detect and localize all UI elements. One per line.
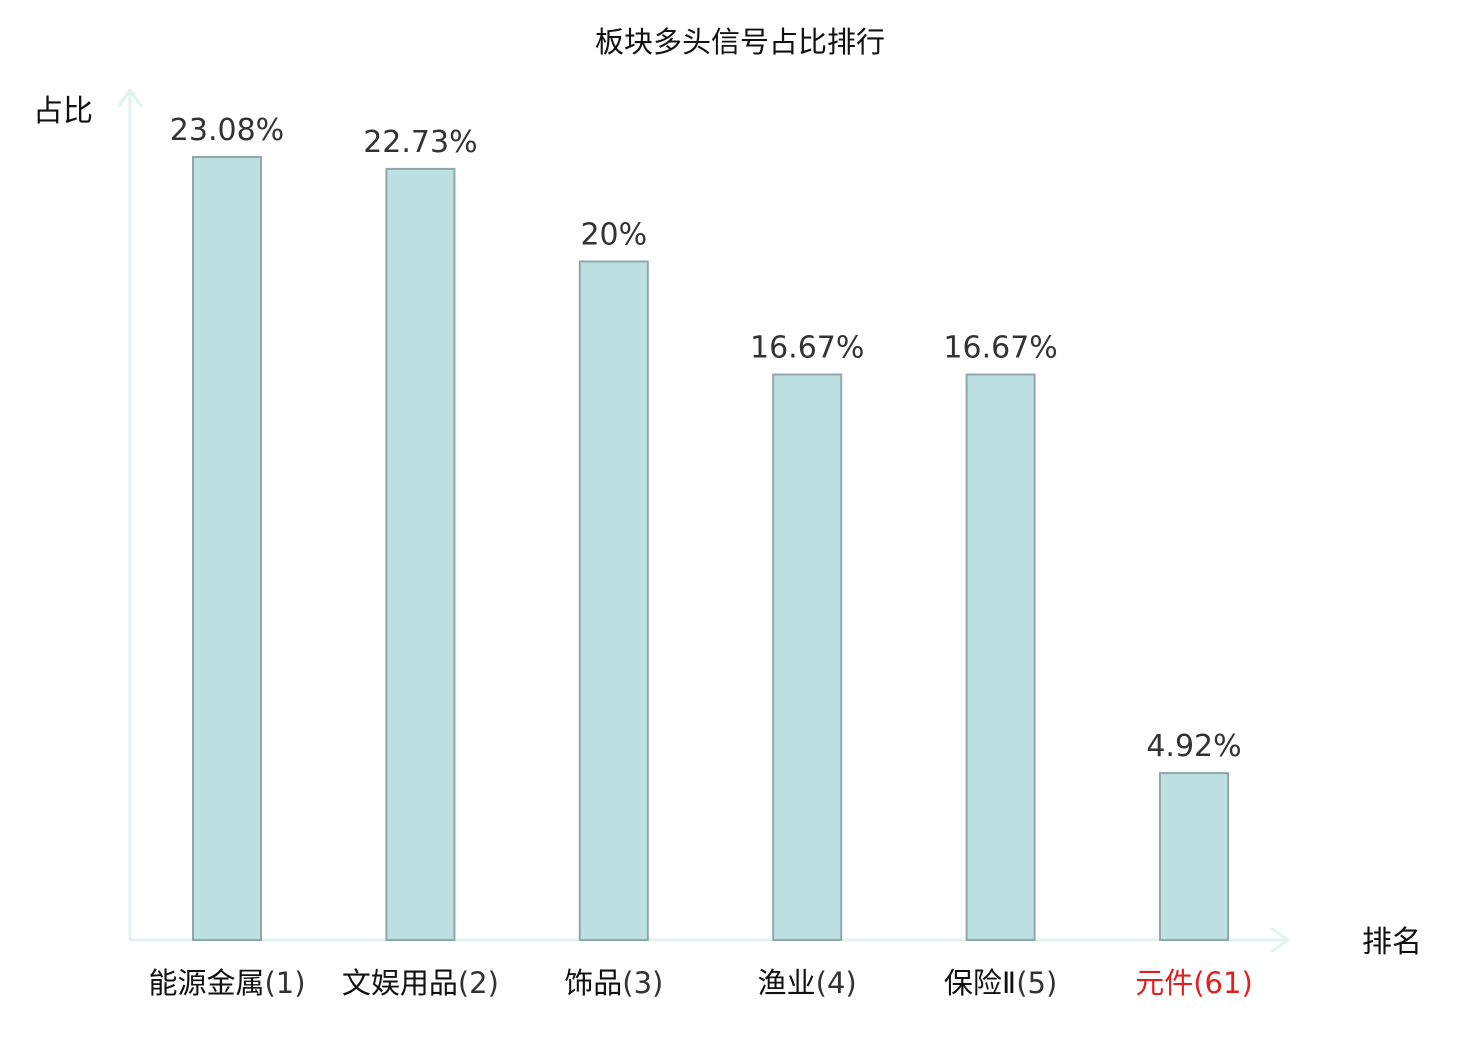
bar-value-label: 23.08% — [170, 113, 284, 148]
bar-value-label: 20% — [580, 218, 647, 253]
category-name: 能源金属 — [148, 966, 264, 1000]
category-rank: (3) — [622, 966, 663, 1000]
category-label: 文娱用品(2) — [342, 966, 499, 1000]
x-axis-arrow — [1270, 927, 1290, 953]
category-label: 元件(61) — [1135, 966, 1253, 1000]
category-rank: (5) — [1016, 966, 1057, 1000]
category-rank: (4) — [816, 966, 857, 1000]
value-labels-group: 23.08% 22.73% 20% 16.67% 16.67% 4.92% — [170, 113, 1242, 764]
bar-value-label: 16.67% — [750, 331, 864, 366]
bar — [965, 373, 1036, 941]
category-label: 渔业(4) — [758, 966, 857, 1000]
category-rank: (1) — [264, 966, 305, 1000]
x-axis: 排名 — [130, 925, 1422, 960]
category-name: 文娱用品 — [342, 966, 458, 1000]
bar — [578, 260, 649, 941]
category-rank: (61) — [1193, 966, 1253, 1000]
category-rank: (2) — [458, 966, 499, 1000]
y-axis-arrow — [117, 88, 143, 108]
bars-group — [192, 156, 1229, 941]
category-name: 保险Ⅱ — [944, 966, 1016, 1000]
category-label: 饰品(3) — [564, 966, 663, 1000]
bar — [772, 373, 843, 941]
category-name: 饰品 — [564, 966, 622, 1000]
chart-title: 板块多头信号占比排行 — [595, 25, 885, 59]
category-name: 元件 — [1135, 966, 1193, 1000]
bar-value-label: 22.73% — [363, 125, 477, 160]
category-label: 保险Ⅱ(5) — [944, 966, 1057, 1000]
bar — [192, 156, 262, 941]
x-axis-label: 排名 — [1362, 925, 1422, 960]
category-label: 能源金属(1) — [148, 966, 305, 1000]
bar-value-label: 4.92% — [1146, 729, 1241, 764]
bar-value-label: 16.67% — [943, 331, 1057, 366]
y-axis-label: 占比 — [33, 94, 93, 129]
category-name: 渔业 — [758, 966, 816, 1000]
category-labels-group: 能源金属(1) 文娱用品(2) 饰品(3) 渔业(4) 保险Ⅱ(5) 元件(61) — [148, 966, 1252, 1000]
y-axis: 占比 — [33, 88, 143, 940]
bar — [1159, 772, 1229, 941]
bar — [385, 167, 456, 941]
